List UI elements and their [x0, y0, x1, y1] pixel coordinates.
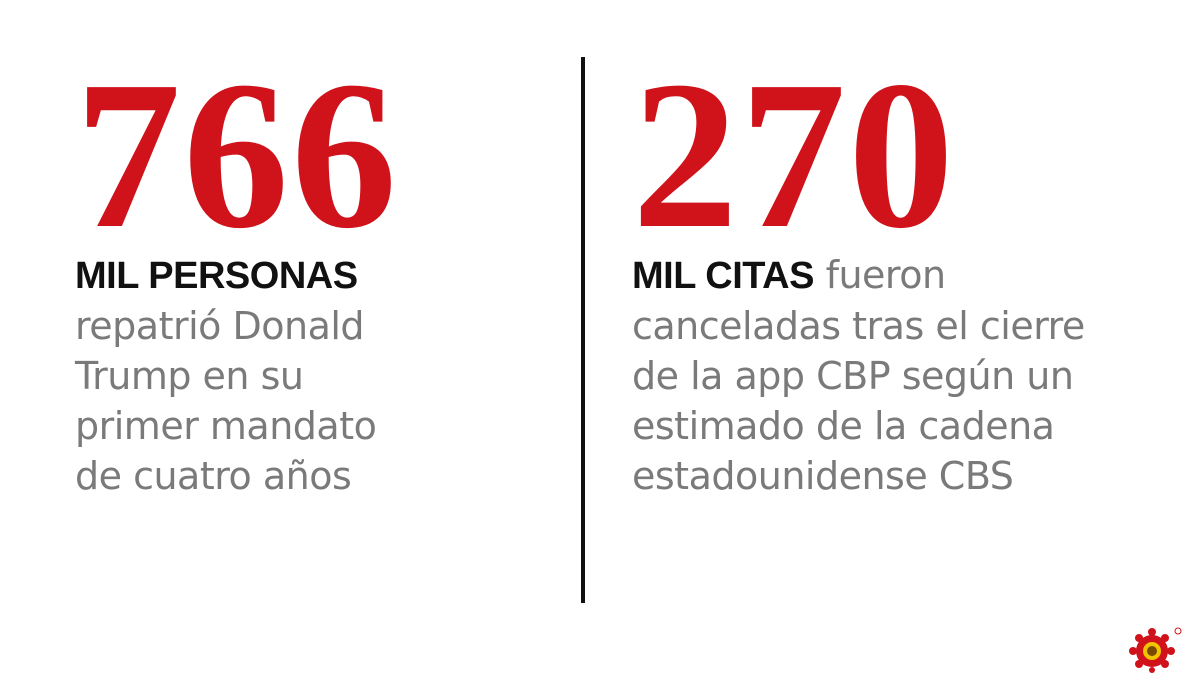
stat-line: primer mandato [75, 404, 377, 448]
stat-text: MIL CITAS fueron canceladas tras el cier… [632, 250, 1085, 501]
stat-text: MIL PERSONAS repatrió Donald Trump en su… [75, 250, 377, 501]
stat-line: fueron [825, 253, 946, 297]
stat-number: 766 [75, 37, 399, 272]
stat-line: de cuatro años [75, 454, 352, 498]
stat-line: estadounidense CBS [632, 454, 1014, 498]
stat-lead: MIL PERSONAS [75, 255, 358, 297]
stat-line: Trump en su [75, 354, 304, 398]
stat-line: de la app CBP según un [632, 354, 1074, 398]
stat-number: 270 [632, 37, 956, 272]
divider [581, 57, 585, 603]
logo [1129, 627, 1182, 673]
stat-lead: MIL CITAS [632, 255, 814, 297]
stat-line: canceladas tras el cierre [632, 304, 1085, 348]
stat-line: estimado de la cadena [632, 404, 1055, 448]
stat-line: repatrió Donald [75, 304, 365, 348]
